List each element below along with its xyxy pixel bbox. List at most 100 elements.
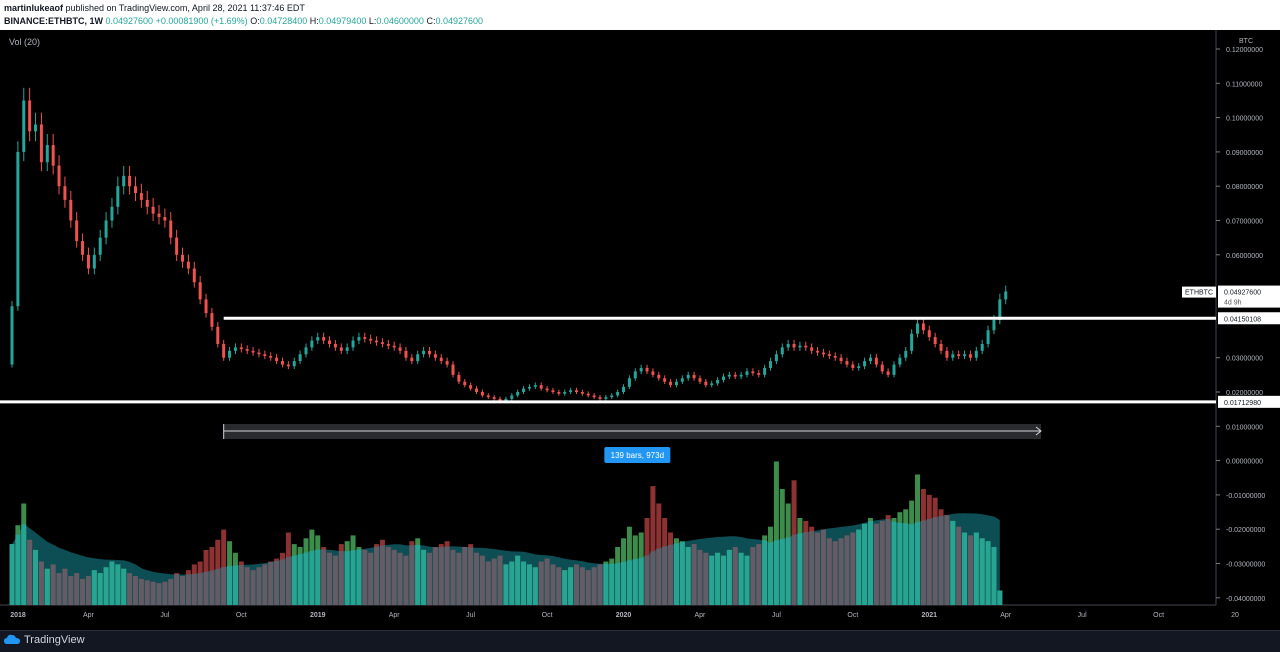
volume-bar-under-ma xyxy=(191,573,197,605)
volume-bar-under-ma xyxy=(391,549,397,605)
volume-bar-under-ma xyxy=(144,580,150,605)
volume-bar-under-ma xyxy=(197,573,203,605)
volume-bar-under-ma xyxy=(797,533,803,605)
volume-bar-under-ma xyxy=(232,565,238,605)
candle-body xyxy=(322,337,326,341)
candle-body xyxy=(927,330,931,338)
candle-body xyxy=(163,217,167,221)
volume-bar-under-ma xyxy=(709,555,715,605)
candle-body xyxy=(904,350,908,358)
date-range-measure[interactable]: 139 bars, 973d xyxy=(223,424,1042,463)
volume-bar-under-ma xyxy=(209,570,215,605)
candle-body xyxy=(757,373,761,375)
candle-body xyxy=(228,350,232,358)
price-tick-label: 0.11000000 xyxy=(1226,81,1263,88)
volume-indicator-label[interactable]: Vol (20) xyxy=(9,37,41,47)
candle-body xyxy=(816,350,820,353)
candle-body xyxy=(92,254,96,269)
candle-body xyxy=(792,343,796,348)
volume-bar-under-ma xyxy=(973,532,979,605)
volume-bar-under-ma xyxy=(568,567,574,605)
candle-body xyxy=(910,333,914,351)
candle-body xyxy=(198,282,202,300)
candle-body xyxy=(980,343,984,351)
candle-body xyxy=(51,145,55,166)
symbol-title[interactable]: BINANCE:ETHBTC, 1W xyxy=(4,16,103,26)
candle-body xyxy=(963,354,967,356)
candle-body xyxy=(610,395,614,398)
volume-bar-under-ma xyxy=(168,578,174,605)
volume-bar-under-ma xyxy=(27,539,33,605)
volume-bar-under-ma xyxy=(626,560,632,605)
candle-body xyxy=(645,367,649,372)
price-axis[interactable]: 0.12000000 0.11000000 0.10000000 0.09000000… xyxy=(1216,47,1265,603)
candle-body xyxy=(480,392,484,396)
candle-body xyxy=(145,199,149,207)
tradingview-brand: TradingView xyxy=(24,634,85,646)
candle-body xyxy=(316,337,320,341)
candle-body xyxy=(222,343,226,358)
volume-bar-under-ma xyxy=(156,583,162,605)
volume-bar-under-ma xyxy=(344,551,350,605)
candle-body xyxy=(586,393,590,396)
price-chart[interactable]: BTC 0.12000000 0.11000000 0.10000000 0.0900… xyxy=(0,30,1280,630)
price-tick-label: 0.01000000 xyxy=(1226,424,1263,431)
candle-body xyxy=(363,337,367,339)
candle-body xyxy=(745,371,749,375)
symbol-tag-box xyxy=(1182,286,1216,298)
candle-body xyxy=(986,330,990,344)
volume-bar-under-ma xyxy=(397,552,403,605)
candle-body xyxy=(886,371,890,375)
author-name[interactable]: martinlukeaof xyxy=(4,3,64,13)
candle-body xyxy=(186,261,190,269)
time-tick-label: Jul xyxy=(1078,612,1087,619)
candle-body xyxy=(386,343,390,346)
volume-bar-under-ma xyxy=(550,564,556,605)
tradingview-logo[interactable]: TradingView xyxy=(4,634,85,646)
ohlc-line: BINANCE:ETHBTC, 1W 0.04927600 +0.0008190… xyxy=(4,16,483,26)
candle-body xyxy=(104,220,108,238)
volume-bar-under-ma xyxy=(885,518,891,605)
candle-body xyxy=(139,193,143,200)
volume-bar-under-ma xyxy=(697,549,703,605)
volume-bar-under-ma xyxy=(309,550,315,605)
volume-bar-under-ma xyxy=(132,576,138,605)
candle-body xyxy=(451,364,455,375)
volume-bar-under-ma xyxy=(368,552,374,605)
volume-bar-under-ma xyxy=(785,537,791,605)
candle-body xyxy=(721,376,725,380)
candle-body xyxy=(475,388,479,392)
candle-body xyxy=(457,374,461,382)
candle-body xyxy=(39,124,43,163)
volume-bar-under-ma xyxy=(185,574,191,605)
volume-bar-under-ma xyxy=(744,555,750,605)
candle-body xyxy=(880,364,884,372)
volume-bar-under-ma xyxy=(862,523,868,605)
volume-bar-under-ma xyxy=(962,532,968,605)
candle-body xyxy=(639,367,643,372)
time-tick-label: Oct xyxy=(236,612,247,619)
volume-bar-under-ma xyxy=(62,568,68,605)
horizontal-lines[interactable] xyxy=(0,316,1216,404)
candle-body xyxy=(351,340,355,348)
open-value: 0.04728400 xyxy=(259,16,308,26)
last-price-tag: 0.04927600 xyxy=(1224,290,1261,297)
volume-bar-under-ma xyxy=(650,551,656,605)
candle-body xyxy=(633,371,637,379)
volume-bar-under-ma xyxy=(303,552,309,605)
candle-body xyxy=(998,299,1002,320)
candle-body xyxy=(916,323,920,334)
volume-bar-under-ma xyxy=(815,532,821,605)
volume-bar-under-ma xyxy=(115,564,121,605)
candle-body xyxy=(863,361,867,367)
candle-body xyxy=(763,367,767,375)
volume-bar-under-ma xyxy=(97,573,103,605)
candle-body xyxy=(392,345,396,348)
volume-bar-under-ma xyxy=(873,523,879,605)
volume-bar-under-ma xyxy=(80,578,86,605)
candle-body xyxy=(992,319,996,331)
time-axis[interactable]: 2018 Apr Jul Oct 2019 Apr Jul Oct 2020 Apr Jul Oct 2… xyxy=(10,612,1239,619)
candle-body xyxy=(939,343,943,351)
candle-body xyxy=(157,213,161,218)
time-tick-label: Jul xyxy=(160,612,169,619)
